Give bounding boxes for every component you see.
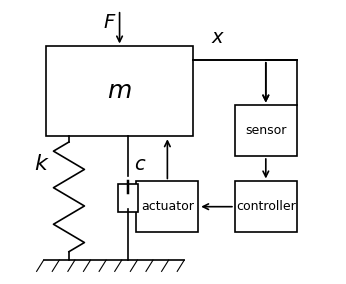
Bar xyxy=(118,184,138,212)
Text: $\it{x}$: $\it{x}$ xyxy=(211,28,225,47)
FancyBboxPatch shape xyxy=(46,46,193,136)
Text: $\it{F}$: $\it{F}$ xyxy=(103,13,117,32)
Text: $\it{m}$: $\it{m}$ xyxy=(107,80,132,103)
Bar xyxy=(136,181,198,232)
Text: sensor: sensor xyxy=(245,124,286,137)
Text: $\it{c}$: $\it{c}$ xyxy=(135,155,147,174)
Text: $\it{k}$: $\it{k}$ xyxy=(34,154,50,174)
Bar xyxy=(235,105,297,156)
Bar xyxy=(235,181,297,232)
Text: actuator: actuator xyxy=(141,200,194,213)
Text: controller: controller xyxy=(236,200,296,213)
